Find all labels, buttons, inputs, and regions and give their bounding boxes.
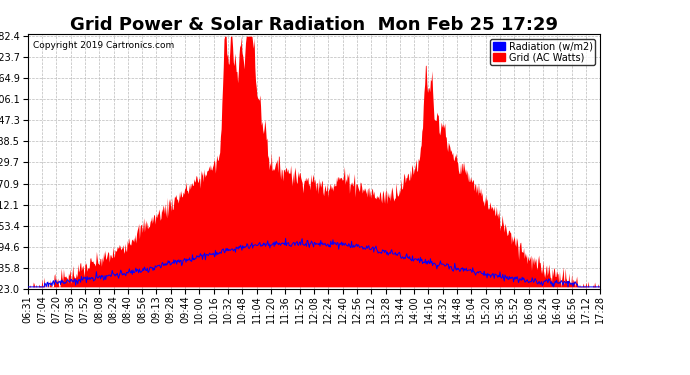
Text: Copyright 2019 Cartronics.com: Copyright 2019 Cartronics.com — [33, 41, 175, 50]
Legend: Radiation (w/m2), Grid (AC Watts): Radiation (w/m2), Grid (AC Watts) — [490, 39, 595, 65]
Title: Grid Power & Solar Radiation  Mon Feb 25 17:29: Grid Power & Solar Radiation Mon Feb 25 … — [70, 16, 558, 34]
